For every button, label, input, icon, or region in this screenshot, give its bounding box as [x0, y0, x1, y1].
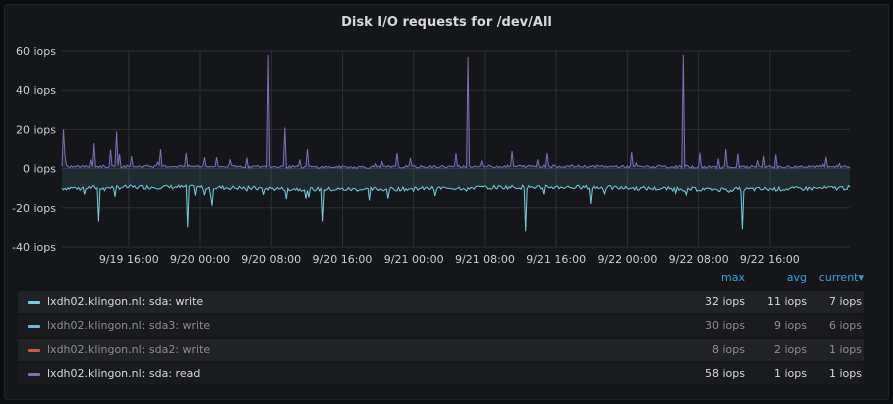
- y-tick-label: 60 iops: [16, 45, 56, 58]
- y-tick-label: 0 iops: [23, 163, 56, 176]
- x-tick-label: 9/20 08:00: [241, 253, 301, 266]
- y-tick-label: -20 iops: [12, 202, 56, 215]
- x-tick-label: 9/22 00:00: [597, 253, 657, 266]
- series-current: 7 iops: [829, 295, 862, 308]
- x-tick-label: 9/21 00:00: [384, 253, 444, 266]
- legend-header-current[interactable]: current▾: [818, 271, 864, 284]
- series-color-swatch[interactable]: [28, 325, 40, 328]
- series-avg: 11 iops: [767, 295, 807, 308]
- series-current: 1 iops: [829, 343, 862, 356]
- series-name[interactable]: lxdh02.klingon.nl: sda: write: [47, 295, 204, 308]
- series-color-swatch[interactable]: [28, 301, 40, 304]
- series-avg: 1 iops: [774, 367, 807, 380]
- legend-header-max[interactable]: max: [721, 271, 745, 284]
- series-avg: 9 iops: [774, 319, 807, 332]
- legend-row[interactable]: lxdh02.klingon.nl: sda2: write 8 iops 2 …: [18, 339, 864, 361]
- x-tick-label: 9/20 16:00: [313, 253, 373, 266]
- series-max: 32 iops: [705, 295, 745, 308]
- x-tick-label: 9/21 08:00: [455, 253, 515, 266]
- legend-row[interactable]: lxdh02.klingon.nl: sda: read 58 iops 1 i…: [18, 363, 864, 385]
- series-max: 58 iops: [705, 367, 745, 380]
- series-name[interactable]: lxdh02.klingon.nl: sda: read: [47, 367, 201, 380]
- x-tick-label: 9/22 08:00: [669, 253, 729, 266]
- series-line-sda-read: [61, 54, 851, 170]
- panel-title[interactable]: Disk I/O requests for /dev/All: [341, 15, 552, 30]
- series-color-swatch[interactable]: [28, 373, 40, 376]
- x-tick-label: 9/19 16:00: [99, 253, 159, 266]
- chart-area[interactable]: 60 iops 40 iops 20 iops 0 iops -20 iops -40 i…: [0, 0, 893, 280]
- series-area-sda-write: [62, 168, 850, 232]
- series-line-sda-write: [61, 183, 851, 232]
- y-tick-label: 20 iops: [16, 123, 56, 136]
- y-tick-label: -40 iops: [12, 241, 56, 254]
- legend-row[interactable]: lxdh02.klingon.nl: sda3: write 30 iops 9…: [18, 315, 864, 337]
- series-current: 1 iops: [829, 367, 862, 380]
- series-max: 8 iops: [712, 343, 745, 356]
- series-max: 30 iops: [705, 319, 745, 332]
- x-tick-label: 9/22 16:00: [740, 253, 800, 266]
- x-tick-label: 9/21 16:00: [526, 253, 586, 266]
- series-name[interactable]: lxdh02.klingon.nl: sda2: write: [47, 343, 211, 356]
- legend-row[interactable]: lxdh02.klingon.nl: sda: write 32 iops 11…: [18, 291, 864, 313]
- series-color-swatch[interactable]: [28, 349, 40, 352]
- series-name[interactable]: lxdh02.klingon.nl: sda3: write: [47, 319, 211, 332]
- y-tick-label: 40 iops: [16, 84, 56, 97]
- series-current: 6 iops: [829, 319, 862, 332]
- series-area-sda-read: [62, 54, 850, 169]
- legend-header-avg[interactable]: avg: [786, 271, 807, 284]
- series-avg: 2 iops: [774, 343, 807, 356]
- x-tick-label: 9/20 00:00: [170, 253, 230, 266]
